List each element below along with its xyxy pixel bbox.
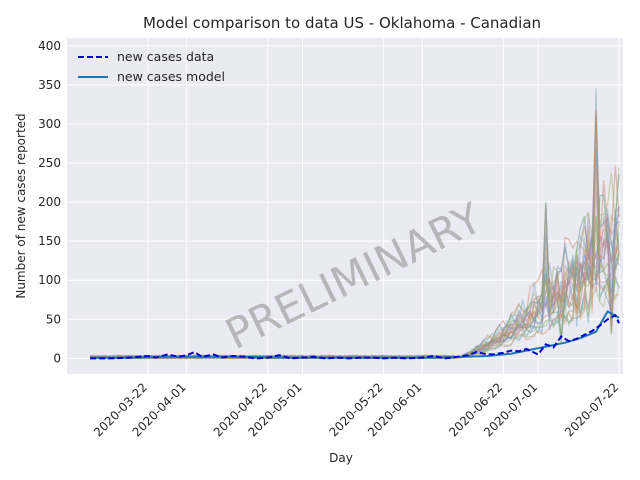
model-trajectory	[89, 148, 620, 360]
legend-label-data: new cases data	[117, 49, 214, 64]
x-axis-label: Day	[329, 451, 353, 465]
legend-label-model: new cases model	[117, 69, 225, 84]
y-tick-label: 100	[38, 273, 61, 287]
x-tick-label: 2020-07-22	[562, 380, 621, 439]
y-tick-label: 350	[38, 78, 61, 92]
y-tick-label: 50	[46, 312, 61, 326]
y-axis-label: Number of new cases reported	[14, 113, 28, 298]
series-line-new-cases-data	[90, 314, 620, 360]
chart-title: Model comparison to data US - Oklahoma -…	[143, 14, 541, 32]
y-tick-label: 200	[38, 195, 61, 209]
plot-background	[67, 38, 623, 374]
y-tick-label: 150	[38, 234, 61, 248]
y-axis-ticks: 0 50 100 150 200 250 300 350 400	[38, 39, 61, 366]
gridlines	[67, 38, 623, 374]
model-trajectory	[90, 245, 620, 360]
series-lines	[90, 310, 620, 360]
model-trajectory	[90, 203, 620, 360]
y-tick-label: 0	[53, 351, 61, 365]
y-tick-label: 400	[38, 39, 61, 53]
legend: new cases data new cases model	[78, 49, 225, 84]
y-tick-label: 250	[38, 156, 61, 170]
y-tick-label: 300	[38, 117, 61, 131]
